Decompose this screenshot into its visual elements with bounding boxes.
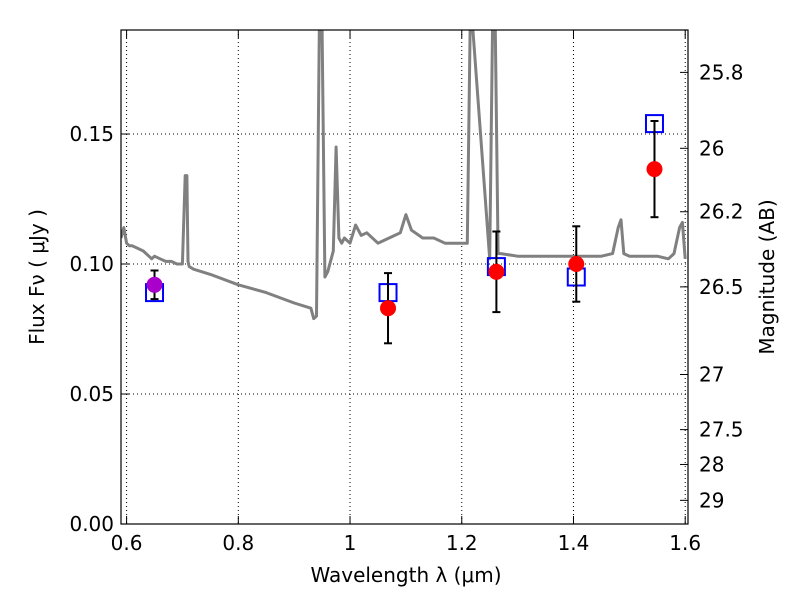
y-tick-label: 0.00 — [69, 512, 114, 536]
right-tick-label: 29 — [699, 488, 724, 512]
right-tick-label: 27 — [699, 363, 724, 387]
y-tick-label: 0.05 — [69, 382, 114, 406]
x-tick-label: 0.6 — [111, 531, 143, 555]
y-tick-label: 0.10 — [69, 252, 114, 276]
right-tick-label: 28 — [699, 452, 724, 476]
model-spectrum-line — [121, 30, 687, 321]
right-tick-label: 25.8 — [699, 60, 744, 84]
x-tick-label: 0.8 — [222, 531, 254, 555]
x-tick-label: 1 — [344, 531, 357, 555]
y-axis-title: Flux Fν ( μJy ) — [25, 209, 49, 345]
observed-point-marker — [568, 256, 585, 272]
right-axis-title: Magnitude (AB) — [755, 199, 779, 354]
observed-point-marker — [380, 300, 397, 317]
x-tick-label: 1.4 — [558, 531, 590, 555]
right-tick-label: 26.5 — [699, 275, 744, 299]
y-axis-ticks: 0.00 0.05 0.10 0.15 — [69, 122, 129, 536]
x-axis-ticks: 0.6 0.8 1 1.2 1.4 1.6 — [111, 30, 701, 555]
data-markers — [145, 114, 664, 345]
x-tick-label: 1.2 — [446, 531, 478, 555]
plot-frame — [120, 29, 689, 525]
x-tick-label: 1.6 — [669, 531, 701, 555]
observed-point-marker — [488, 263, 505, 280]
optical-point-marker — [146, 276, 163, 293]
y-tick-label: 0.15 — [69, 122, 114, 146]
x-axis-title: Wavelength λ (μm) — [310, 563, 501, 587]
plot-area — [121, 30, 687, 345]
right-tick-label: 27.5 — [699, 418, 744, 442]
right-tick-label: 26 — [699, 136, 724, 160]
observed-point-marker — [646, 161, 663, 178]
right-tick-label: 26.2 — [699, 200, 744, 224]
grid-lines — [121, 30, 688, 524]
right-axis-ticks: 25.8 26 26.2 26.5 27 27.5 28 29 — [680, 60, 744, 512]
